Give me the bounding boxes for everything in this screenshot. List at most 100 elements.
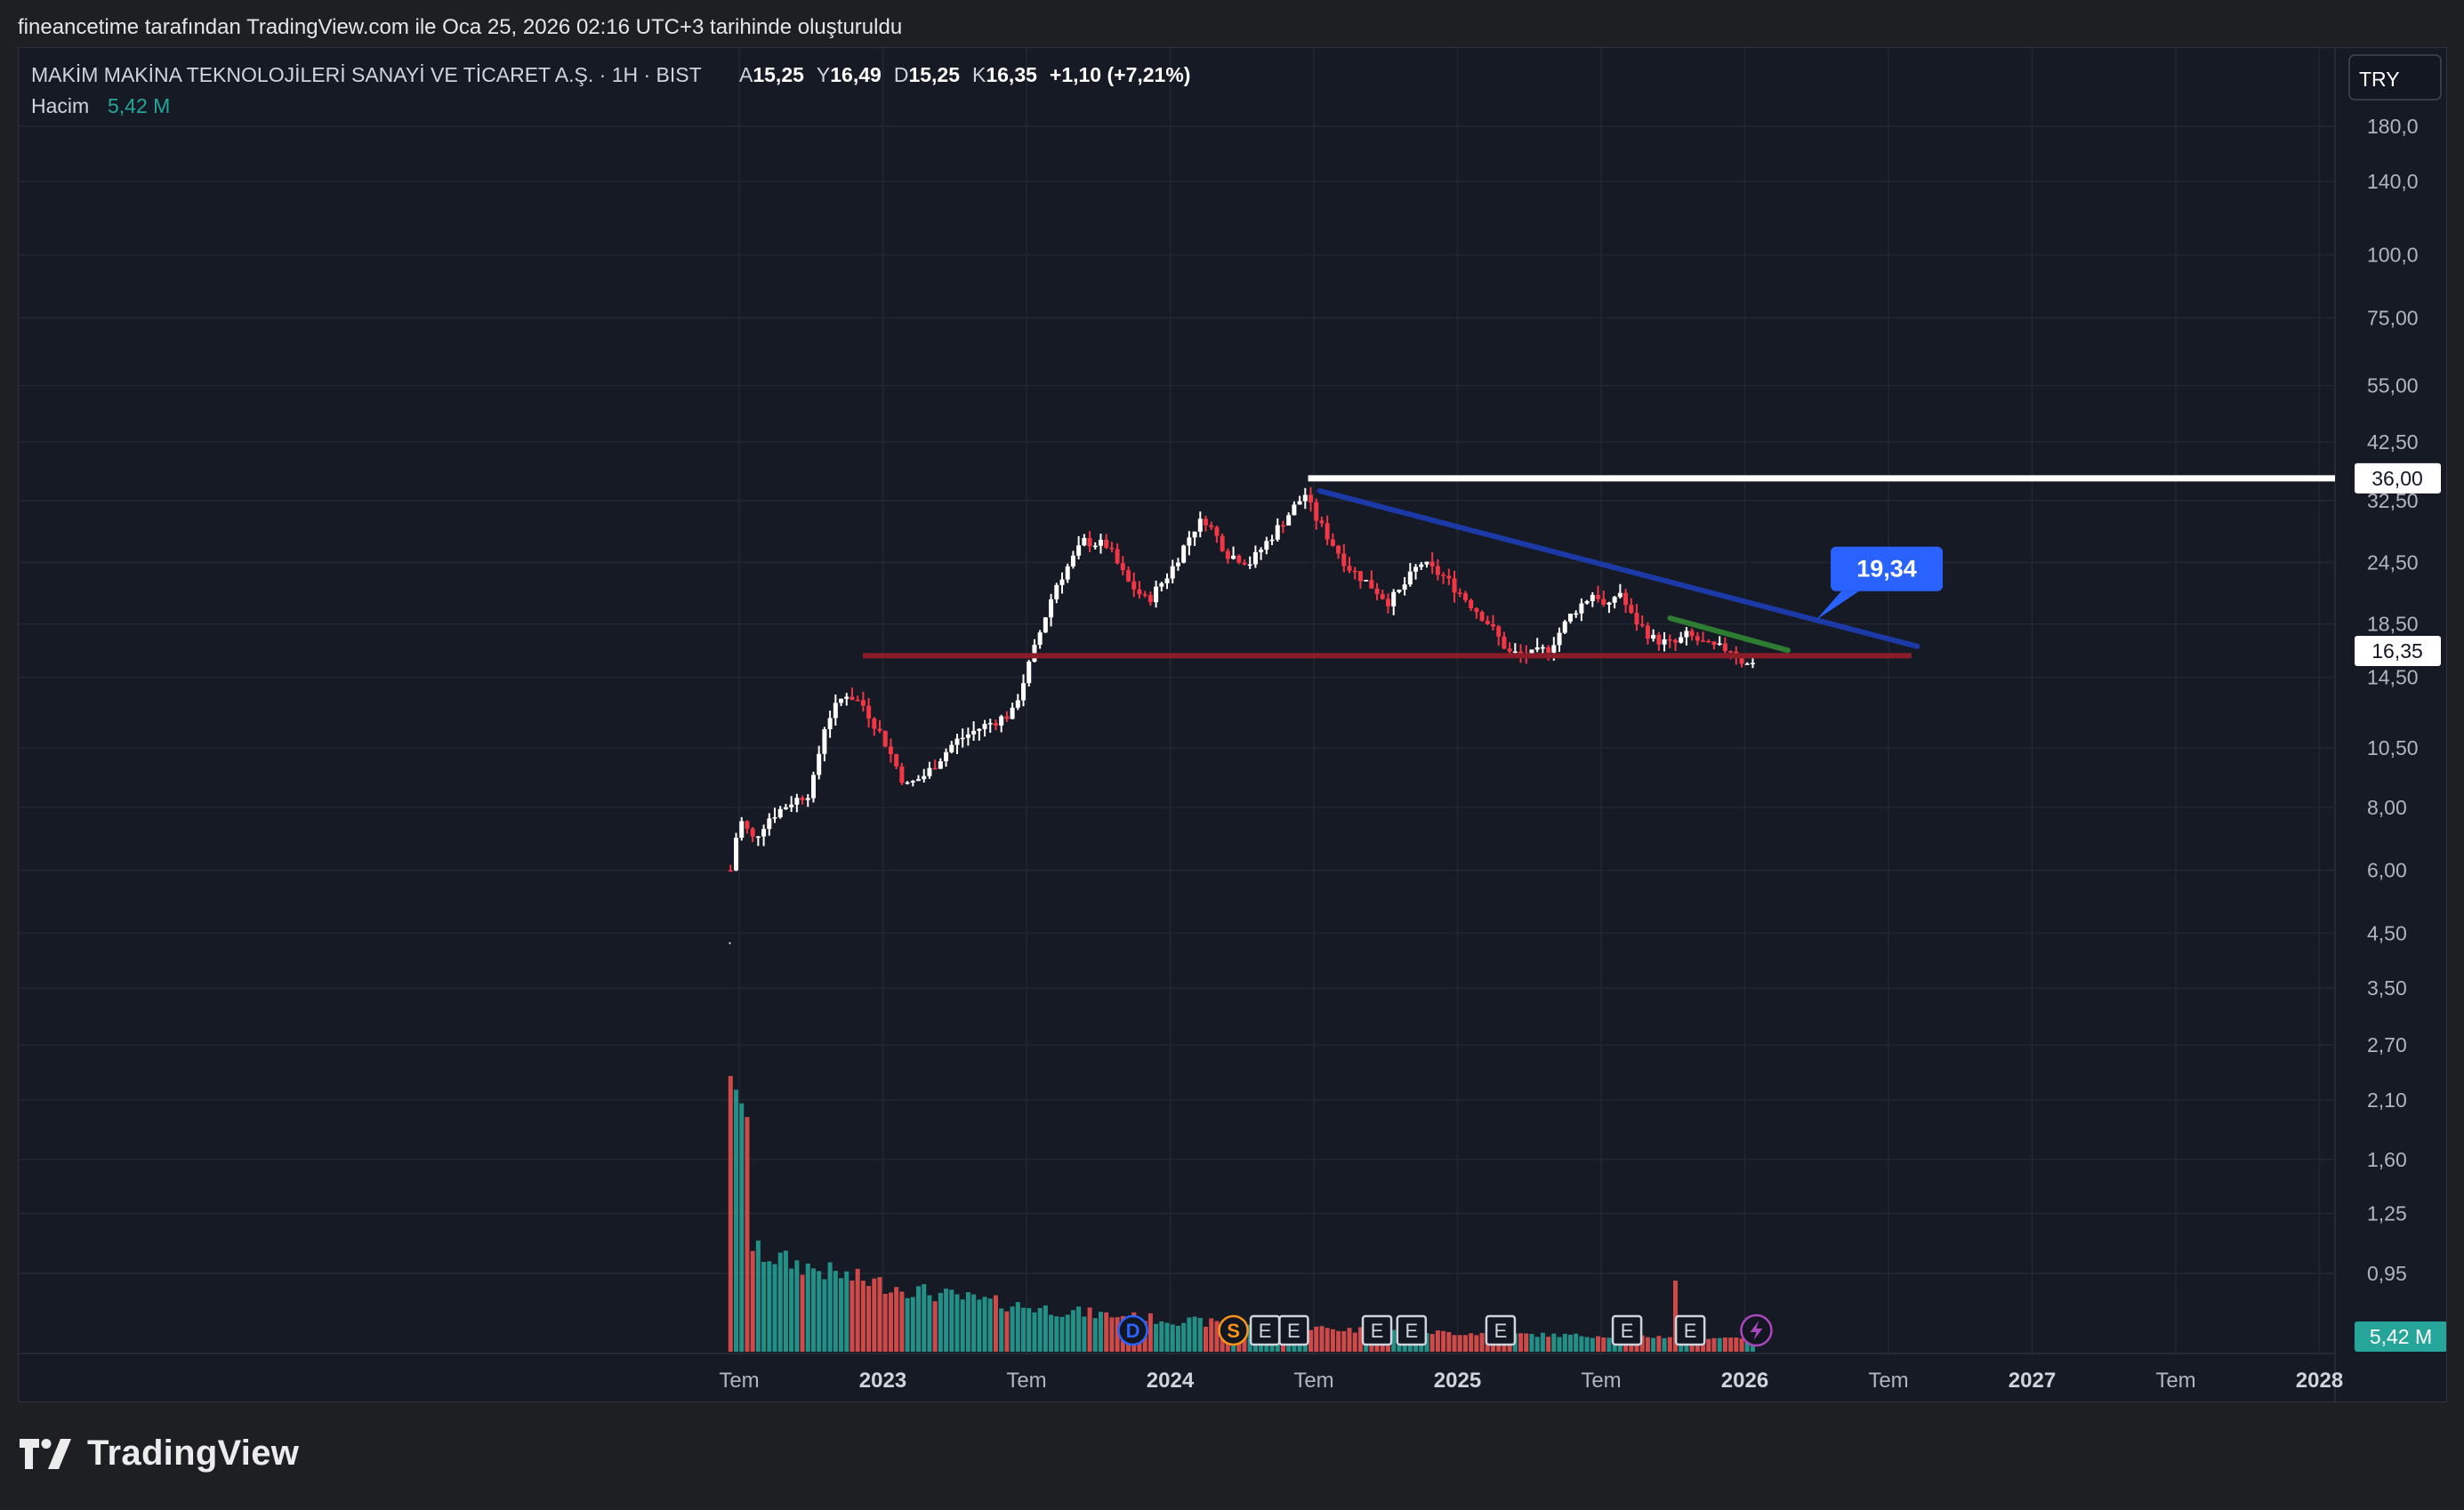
volume-bar [761,1262,767,1352]
volume-bar [1462,1335,1468,1352]
candle-body [1402,584,1407,590]
volume-bar [1010,1306,1015,1352]
callout-pointer [1816,590,1860,620]
candle-body [1679,637,1684,643]
candle-body [1540,647,1545,649]
price-tick-label: 24,50 [2367,551,2419,574]
candle-body [1347,566,1352,571]
candle-body [1457,592,1462,594]
candle-body [938,761,943,769]
volume-bar [1546,1337,1551,1352]
currency-button[interactable]: TRY [2348,54,2442,100]
candle-body [1065,566,1070,580]
candle-body [916,779,922,782]
callout-box [1831,546,1944,591]
candle-body [993,723,998,726]
candle-body [1092,545,1098,548]
volume-bar [1015,1302,1020,1352]
volume-bar [1567,1334,1573,1352]
candle-body [1280,525,1285,527]
legend-ohlc: A15,25 Y16,49 D15,25 K16,35 +1,10 (+7,21%) [739,63,1190,86]
price-tick-label: 0,95 [2367,1262,2407,1285]
candle-body [1104,539,1109,548]
volume-bar [938,1292,943,1352]
volume-bar [866,1286,872,1352]
volume-bar [1667,1337,1672,1352]
volume-bar [1147,1313,1153,1352]
volume-bar [1070,1310,1075,1352]
candle-body [910,781,915,783]
candle-body [1010,707,1015,719]
candle-body [1087,538,1092,547]
volume-bar [1601,1337,1606,1352]
volume-bar [1734,1337,1739,1352]
candle-body [1302,494,1308,502]
price-axis: 180,0140,0100,075,0055,0042,5032,5024,50… [2355,115,2446,1352]
callout-label: 19,34 [1856,556,1917,582]
candle-body [1054,584,1059,599]
volume-bar [982,1297,987,1352]
candle-body [1380,594,1385,599]
earnings-marker-label: E [1371,1320,1384,1342]
candle-body [1596,594,1601,599]
volume-bar [1728,1337,1734,1352]
candle-body [1717,643,1722,646]
candle-body [877,728,882,731]
dividend-marker-label: D [1126,1320,1140,1342]
candle-body [1701,640,1706,642]
volume-bar [1457,1335,1462,1352]
volume-bar [1209,1318,1214,1352]
volume-bar [1429,1334,1435,1352]
candle-body [1154,586,1159,603]
volume-bar [1540,1332,1545,1352]
price-tick-label: 14,50 [2367,666,2419,689]
volume-bar [772,1264,777,1352]
candle-body [822,728,827,754]
price-tick-label: 3,50 [2367,976,2407,1000]
candle-body [882,730,888,747]
candle-body [1391,591,1397,606]
candle-body [894,754,899,767]
candle-body [1220,535,1225,551]
candle-body [1187,537,1192,546]
volume-bar [1717,1337,1722,1352]
tradingview-logo[interactable]: TradingView [20,1434,299,1474]
candle-body [1137,589,1142,595]
candle-body [1385,598,1390,606]
candle-body [905,782,910,784]
volume-bar [1049,1314,1054,1352]
candle-body [1286,515,1292,526]
price-tick-label: 1,60 [2367,1148,2407,1171]
candle-body [855,700,860,702]
currency-label: TRY [2359,68,2400,91]
volume-bar [1469,1333,1474,1352]
candle-body [1147,595,1153,603]
volume-bar [894,1287,899,1352]
volume-bar [1562,1333,1567,1352]
tradingview-logo-icon [20,1438,71,1469]
candle-body [794,798,800,805]
short-trend-line [1667,615,1791,654]
candle-body [805,798,810,800]
candle-body [971,730,977,735]
earnings-marker-label: E [1494,1320,1508,1342]
candle-body [1485,621,1490,624]
candle-body [1247,564,1252,566]
volume-bar [734,1089,739,1352]
volume-bar [1639,1335,1645,1352]
volume-bar [805,1263,810,1352]
candle-body [1462,593,1468,600]
time-tick-label: Tem [719,1369,759,1393]
candle-body [1584,601,1590,604]
volume-bar [1645,1337,1650,1352]
volume-bar [1446,1331,1452,1352]
candle-body [767,818,772,830]
volume-bar [960,1299,965,1352]
candle-body [1634,613,1639,625]
volume-bar [1579,1336,1584,1352]
candle-body [1407,571,1413,585]
candle-body [810,775,816,799]
candle-body [1164,578,1170,583]
